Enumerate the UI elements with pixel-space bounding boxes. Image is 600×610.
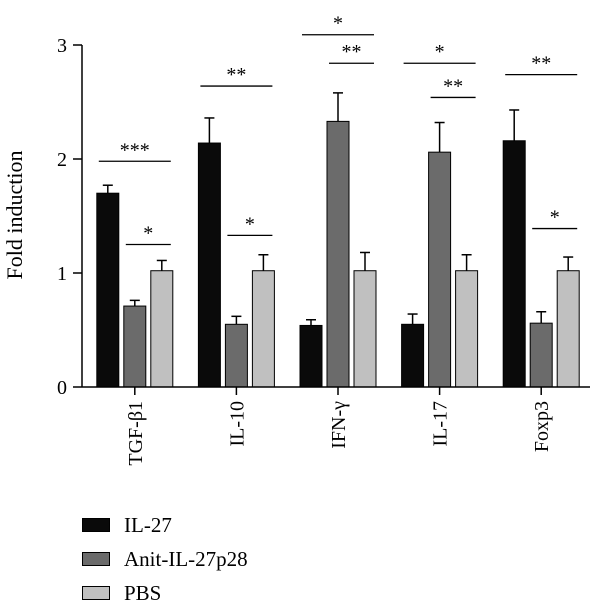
y-axis: 0 1 2 3 xyxy=(57,35,83,399)
bar xyxy=(150,270,174,388)
bar xyxy=(556,270,580,388)
legend-label-pbs: PBS xyxy=(124,580,162,605)
legend-label-il27: IL-27 xyxy=(124,512,172,537)
bar xyxy=(529,322,553,388)
bars xyxy=(96,92,580,388)
significance-label: * xyxy=(550,207,560,229)
legend-item-il27: IL-27 xyxy=(82,508,248,542)
bar xyxy=(96,192,120,388)
legend-label-anti-il27p28: Anit-IL-27p28 xyxy=(124,546,248,571)
y-tick-label: 3 xyxy=(57,35,67,57)
legend-item-anti-il27p28: Anit-IL-27p28 xyxy=(82,542,248,576)
bar xyxy=(224,323,248,388)
x-axis: TGF-β1 IL-10 IFN-γ IL-17 Foxp3 xyxy=(82,386,590,466)
significance-label: * xyxy=(245,213,255,235)
bar xyxy=(502,140,526,388)
y-tick-label: 0 xyxy=(57,377,67,399)
significance-label: *** xyxy=(120,139,150,161)
x-tick-label: IL-10 xyxy=(226,401,248,447)
bar xyxy=(428,151,452,388)
x-tick-label: TGF-β1 xyxy=(125,401,147,466)
significance-annotations: ********** ****** xyxy=(98,13,578,246)
significance-label: * xyxy=(333,13,343,35)
bar xyxy=(455,270,479,388)
bar xyxy=(197,142,221,388)
x-tick-label: IL-17 xyxy=(430,401,452,447)
bar xyxy=(299,324,323,388)
bar xyxy=(123,305,147,388)
bar xyxy=(251,270,275,388)
y-tick-label: 1 xyxy=(57,263,67,285)
legend-swatch-anti-il27p28 xyxy=(82,552,110,566)
significance-label: ** xyxy=(531,53,551,75)
x-tick-label: IFN-γ xyxy=(328,401,350,449)
y-axis-label: Fold induction xyxy=(2,151,27,280)
bar xyxy=(326,120,350,388)
significance-label: ** xyxy=(342,41,362,63)
significance-label: ** xyxy=(443,75,463,97)
bar xyxy=(401,323,425,388)
significance-label: ** xyxy=(226,64,246,86)
legend: IL-27 Anit-IL-27p28 PBS xyxy=(82,508,248,610)
significance-label: * xyxy=(435,41,445,63)
legend-swatch-pbs xyxy=(82,586,110,600)
significance-label: * xyxy=(143,223,153,245)
x-tick-label: Foxp3 xyxy=(531,401,553,452)
legend-item-pbs: PBS xyxy=(82,576,248,610)
y-tick-label: 2 xyxy=(57,149,67,171)
bar xyxy=(353,270,377,388)
legend-swatch-il27 xyxy=(82,518,110,532)
